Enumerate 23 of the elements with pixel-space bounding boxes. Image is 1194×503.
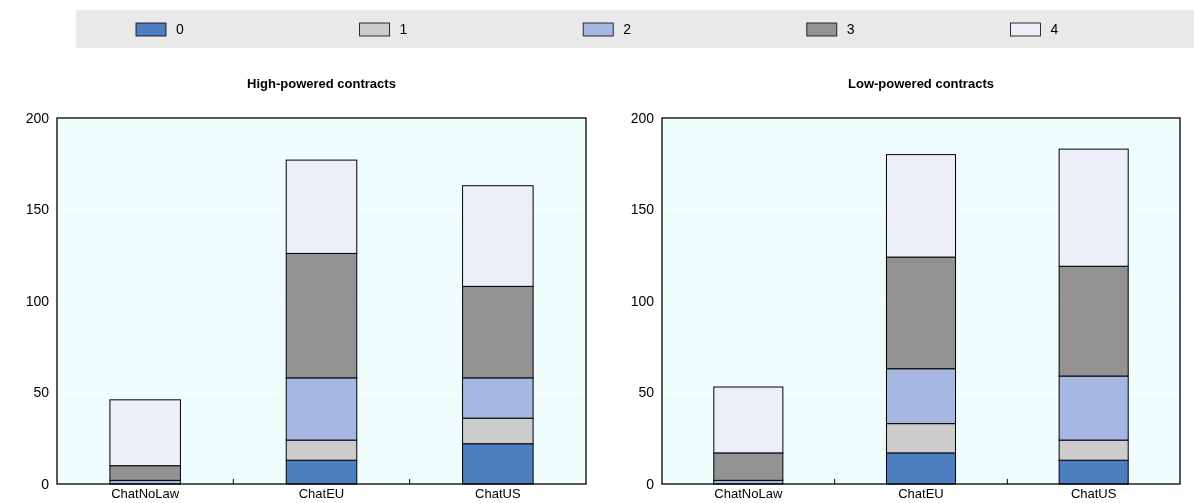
legend-label: 4: [1050, 21, 1059, 38]
legend-label: 2: [623, 21, 632, 38]
y-tick-label: 150: [630, 201, 655, 218]
y-tick-label: 0: [41, 475, 50, 492]
chart-title: Low-powered contracts: [848, 76, 994, 91]
legend-label: 3: [846, 21, 855, 38]
y-tick-label: 50: [33, 384, 50, 401]
chart-title: High-powered contracts: [247, 76, 396, 91]
x-tick-label: ChatEU: [298, 486, 345, 501]
y-tick-label: 100: [25, 292, 50, 309]
y-tick-label: 200: [630, 109, 655, 126]
y-tick-label: 200: [25, 109, 50, 126]
y-tick-label: 100: [630, 292, 655, 309]
legend-label: 0: [176, 21, 184, 38]
y-tick-label: 0: [646, 475, 655, 492]
legend-label: 1: [399, 21, 408, 38]
x-tick-label: ChatUS: [1070, 486, 1117, 501]
x-tick-label: ChatEU: [898, 486, 944, 501]
x-tick-label: ChatUS: [475, 486, 521, 501]
y-tick-label: 50: [638, 384, 655, 401]
y-tick-label: 150: [25, 201, 50, 218]
x-tick-label: ChatNoLaw: [714, 486, 783, 501]
x-tick-label: ChatNoLaw: [111, 486, 180, 501]
